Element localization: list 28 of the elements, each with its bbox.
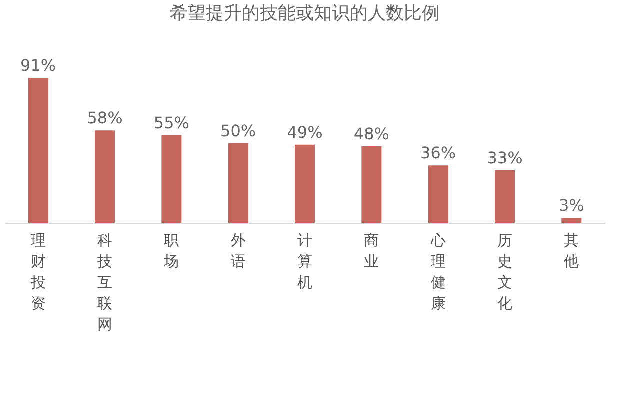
data-label: 48%: [354, 124, 390, 144]
data-label: 36%: [420, 144, 456, 163]
x-tick-label: 其他: [564, 232, 580, 270]
bar: [28, 78, 48, 223]
bar: [495, 170, 515, 223]
bar: [95, 130, 115, 223]
data-label: 91%: [20, 56, 56, 75]
bar: [162, 135, 182, 223]
data-label: 49%: [287, 122, 323, 142]
data-label: 58%: [87, 108, 123, 128]
bar: [295, 144, 315, 223]
x-tick-label: 历史文化: [498, 232, 512, 312]
bar: [428, 166, 448, 223]
bar: [362, 146, 382, 223]
chart-title: 希望提升的技能或知识的人数比例: [170, 3, 440, 24]
x-tick-label: 外语: [230, 232, 246, 270]
x-tick-label: 科技互联网: [96, 232, 112, 334]
data-label: 33%: [487, 148, 523, 168]
x-tick-label: 心理健康: [430, 232, 446, 312]
x-tick-label: 职场: [163, 232, 180, 270]
x-tick-label: 计算机: [298, 232, 312, 292]
data-label: 55%: [154, 113, 190, 132]
bar: [562, 218, 582, 223]
bar: [228, 143, 248, 223]
data-label: 3%: [558, 196, 584, 216]
x-tick-label: 理财投资: [30, 232, 46, 312]
x-tick-label: 商业: [364, 232, 380, 270]
data-label: 50%: [220, 121, 256, 140]
